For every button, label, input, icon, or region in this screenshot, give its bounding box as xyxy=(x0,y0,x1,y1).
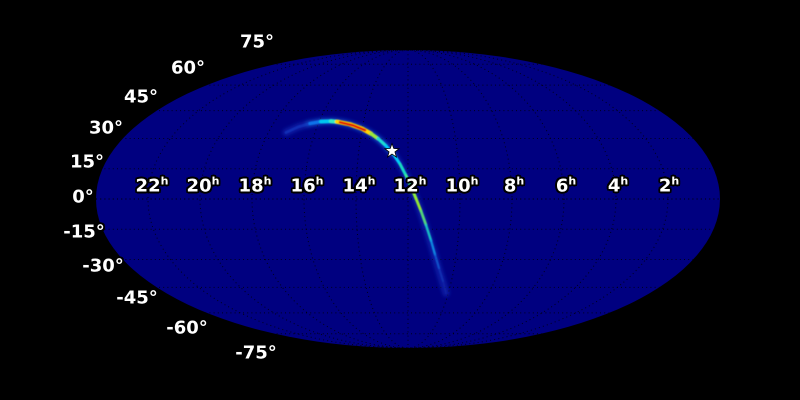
ra-hours-superscript: h xyxy=(418,174,427,188)
ra-tick-label: 10h xyxy=(446,176,479,197)
dec-tick-label: 15° xyxy=(69,151,105,173)
ra-tick-value: 12 xyxy=(393,175,419,197)
ra-tick-value: 14 xyxy=(342,175,368,197)
ra-hours-superscript: h xyxy=(568,174,577,188)
dec-tick-label: 30° xyxy=(88,117,124,139)
dec-tick-label: -15° xyxy=(63,221,105,243)
ra-tick-label: 4h xyxy=(608,176,628,197)
dec-tick-label: 60° xyxy=(170,57,206,79)
ra-hours-superscript: h xyxy=(367,174,376,188)
graticule-grid xyxy=(96,50,720,348)
ra-tick-value: 10 xyxy=(445,175,471,197)
ra-tick-value: 16 xyxy=(290,175,316,197)
ra-hours-superscript: h xyxy=(620,174,629,188)
ra-hours-superscript: h xyxy=(160,174,169,188)
ra-hours-superscript: h xyxy=(315,174,324,188)
ra-hours-superscript: h xyxy=(470,174,479,188)
ra-hours-superscript: h xyxy=(211,174,220,188)
ra-tick-value: 4 xyxy=(607,175,621,197)
ra-tick-label: 22h xyxy=(136,176,169,197)
ra-tick-value: 8 xyxy=(503,175,517,197)
dec-tick-label: -75° xyxy=(235,342,277,364)
ra-hours-superscript: h xyxy=(516,174,525,188)
ra-tick-label: 16h xyxy=(291,176,324,197)
dec-tick-label: -60° xyxy=(166,317,208,339)
dec-tick-label: -30° xyxy=(82,255,124,277)
ra-tick-value: 6 xyxy=(555,175,569,197)
ra-tick-label: 2h xyxy=(659,176,679,197)
dec-tick-label: 75° xyxy=(239,31,275,53)
dec-tick-label: -45° xyxy=(116,287,158,309)
dec-tick-label: 0° xyxy=(72,186,94,208)
ra-tick-label: 8h xyxy=(504,176,524,197)
ra-tick-label: 18h xyxy=(239,176,272,197)
ra-tick-label: 12h xyxy=(394,176,427,197)
ra-tick-value: 2 xyxy=(658,175,672,197)
ra-tick-label: 14h xyxy=(343,176,376,197)
ra-tick-value: 22 xyxy=(135,175,161,197)
ra-tick-label: 20h xyxy=(187,176,220,197)
star-marker-icon xyxy=(383,142,401,159)
dec-tick-label: 45° xyxy=(123,86,159,108)
ra-hours-superscript: h xyxy=(263,174,272,188)
ra-hours-superscript: h xyxy=(671,174,680,188)
ra-tick-value: 20 xyxy=(186,175,212,197)
ra-tick-value: 18 xyxy=(238,175,264,197)
ra-tick-label: 6h xyxy=(556,176,576,197)
sky-sphere xyxy=(96,50,720,348)
